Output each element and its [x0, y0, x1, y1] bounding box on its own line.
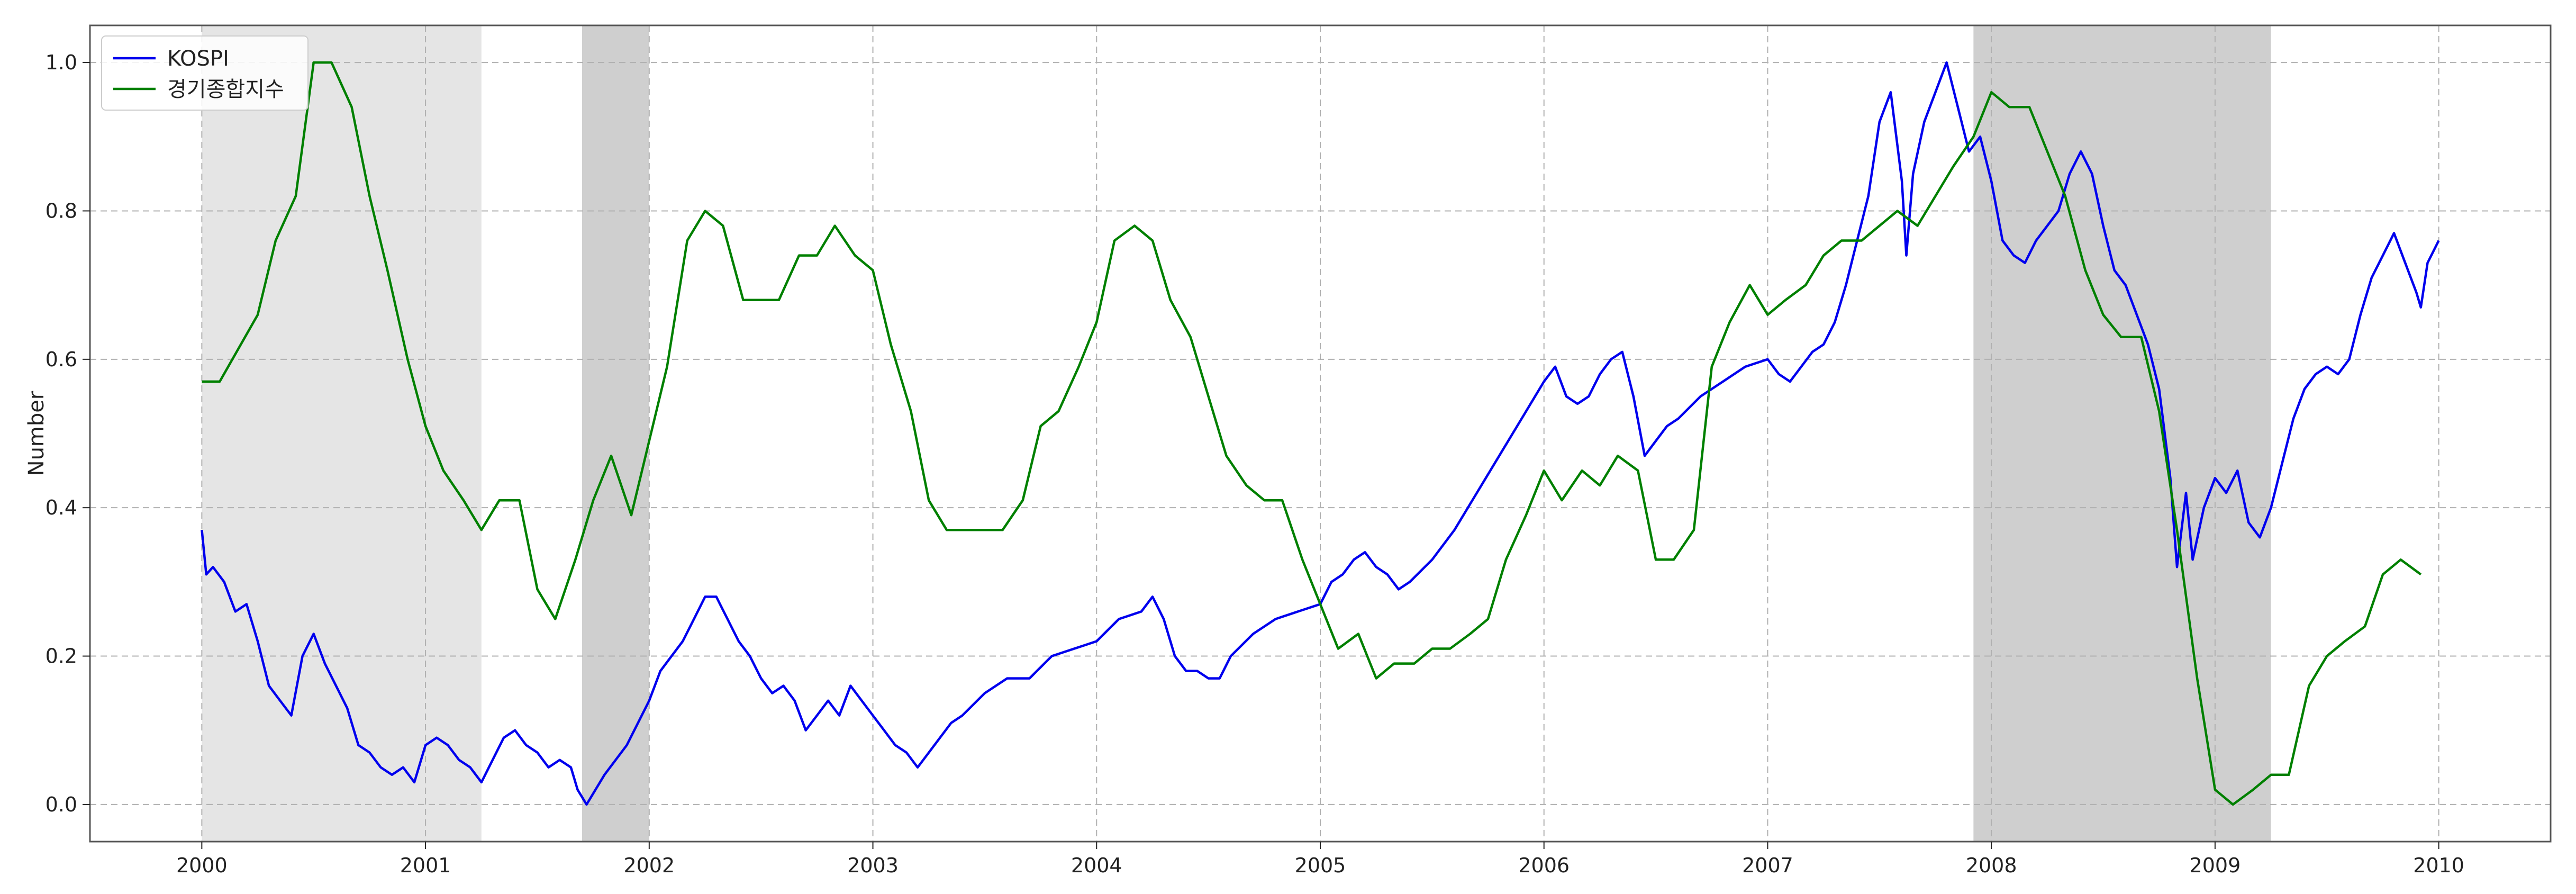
series-lines: [201, 61, 2440, 806]
y-tick-label: 0.4: [46, 496, 77, 519]
shaded-region-3: [1973, 25, 2271, 842]
series-line-2: [202, 61, 2422, 806]
y-tick-label: 1.0: [46, 51, 77, 74]
series-line-1: [201, 61, 2440, 806]
y-tick-label: 0.6: [46, 348, 77, 371]
x-tick-label: 2009: [2190, 854, 2241, 877]
x-tick-label: 2001: [400, 854, 451, 877]
y-axis-ticks: 0.0 0.2 0.4 0.6 0.8 1.0: [46, 51, 90, 816]
x-tick-label: 2003: [847, 854, 899, 877]
x-tick-label: 2005: [1295, 854, 1346, 877]
x-tick-label: 2008: [1966, 854, 2017, 877]
y-tick-label: 0.2: [46, 645, 77, 668]
x-tick-label: 2004: [1071, 854, 1122, 877]
legend: KOSPI 경기종합지수: [101, 35, 309, 111]
x-tick-label: 2007: [1742, 854, 1793, 877]
x-axis-ticks: 2000 2001 2002 2003 2004 2005 2006 2007 2008 2009…: [176, 842, 2464, 877]
y-axis-label: Number: [24, 391, 49, 476]
shaded-region-2: [582, 25, 649, 842]
shaded-regions: [202, 25, 2271, 842]
y-tick-label: 0.8: [46, 199, 77, 222]
x-tick-label: 2010: [2413, 854, 2464, 877]
x-tick-label: 2002: [623, 854, 675, 877]
y-tick-label: 0.0: [46, 793, 77, 816]
legend-label: 경기종합지수: [167, 77, 284, 102]
legend-label: KOSPI: [167, 47, 229, 71]
x-tick-label: 2000: [176, 854, 228, 877]
gridlines: [90, 25, 2551, 842]
x-tick-label: 2006: [1518, 854, 1570, 877]
legend-box: [101, 35, 309, 111]
shaded-region-1: [202, 25, 482, 842]
